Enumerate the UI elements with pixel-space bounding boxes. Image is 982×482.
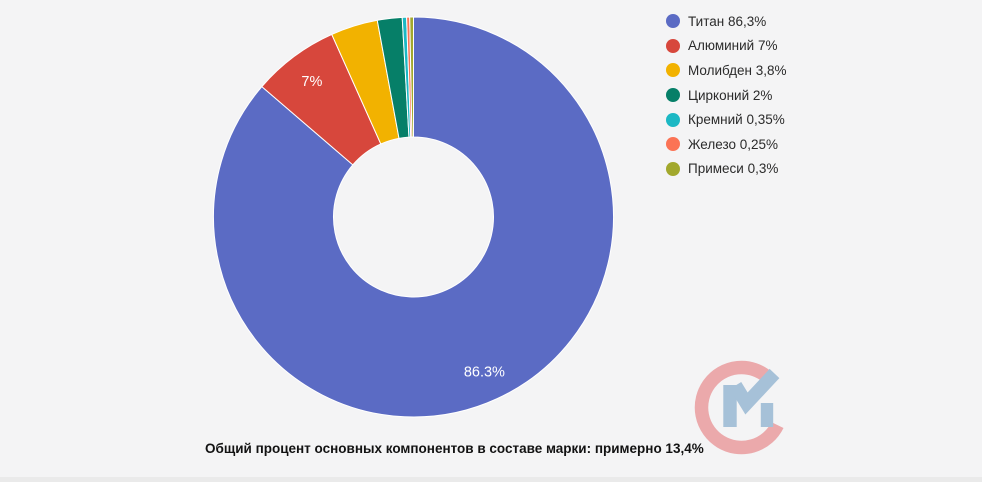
logo-m-checkmark xyxy=(729,368,780,415)
legend-label: Титан 86,3% xyxy=(688,13,767,29)
slice-label: 86.3% xyxy=(464,365,505,381)
legend-item[interactable]: Кремний 0,35% xyxy=(666,107,787,132)
legend-item[interactable]: Примеси 0,3% xyxy=(666,157,787,182)
legend-label: Кремний 0,35% xyxy=(688,112,785,128)
legend-swatch-icon xyxy=(666,14,680,29)
legend-label: Примеси 0,3% xyxy=(688,161,779,177)
legend-item[interactable]: Алюминий 7% xyxy=(666,34,787,59)
slice-label: 7% xyxy=(301,74,322,90)
legend-label: Цирконий 2% xyxy=(688,87,773,103)
legend-item[interactable]: Цирконий 2% xyxy=(666,83,787,108)
legend-item[interactable]: Железо 0,25% xyxy=(666,132,787,157)
bottom-strip xyxy=(0,477,982,482)
logo-c-ring xyxy=(694,360,784,455)
pie-slice[interactable] xyxy=(409,16,414,138)
legend-item[interactable]: Титан 86,3% xyxy=(666,9,787,34)
legend-swatch-icon xyxy=(666,137,680,152)
legend-swatch-icon xyxy=(666,112,680,127)
legend-item[interactable]: Молибден 3,8% xyxy=(666,58,787,83)
cm-logo-watermark xyxy=(694,360,784,455)
legend-swatch-icon xyxy=(666,63,680,78)
legend-swatch-icon xyxy=(666,161,680,176)
legend-swatch-icon xyxy=(666,88,680,103)
legend-label: Железо 0,25% xyxy=(688,136,779,152)
pie-slice[interactable] xyxy=(213,16,614,418)
legend-label: Алюминий 7% xyxy=(688,38,778,54)
chart-caption: Общий процент основных компонентов в сос… xyxy=(205,441,704,456)
legend-swatch-icon xyxy=(666,38,680,53)
chart-legend: Титан 86,3% Алюминий 7% Молибден 3,8% Цирко… xyxy=(666,9,787,181)
legend-label: Молибден 3,8% xyxy=(688,62,787,78)
